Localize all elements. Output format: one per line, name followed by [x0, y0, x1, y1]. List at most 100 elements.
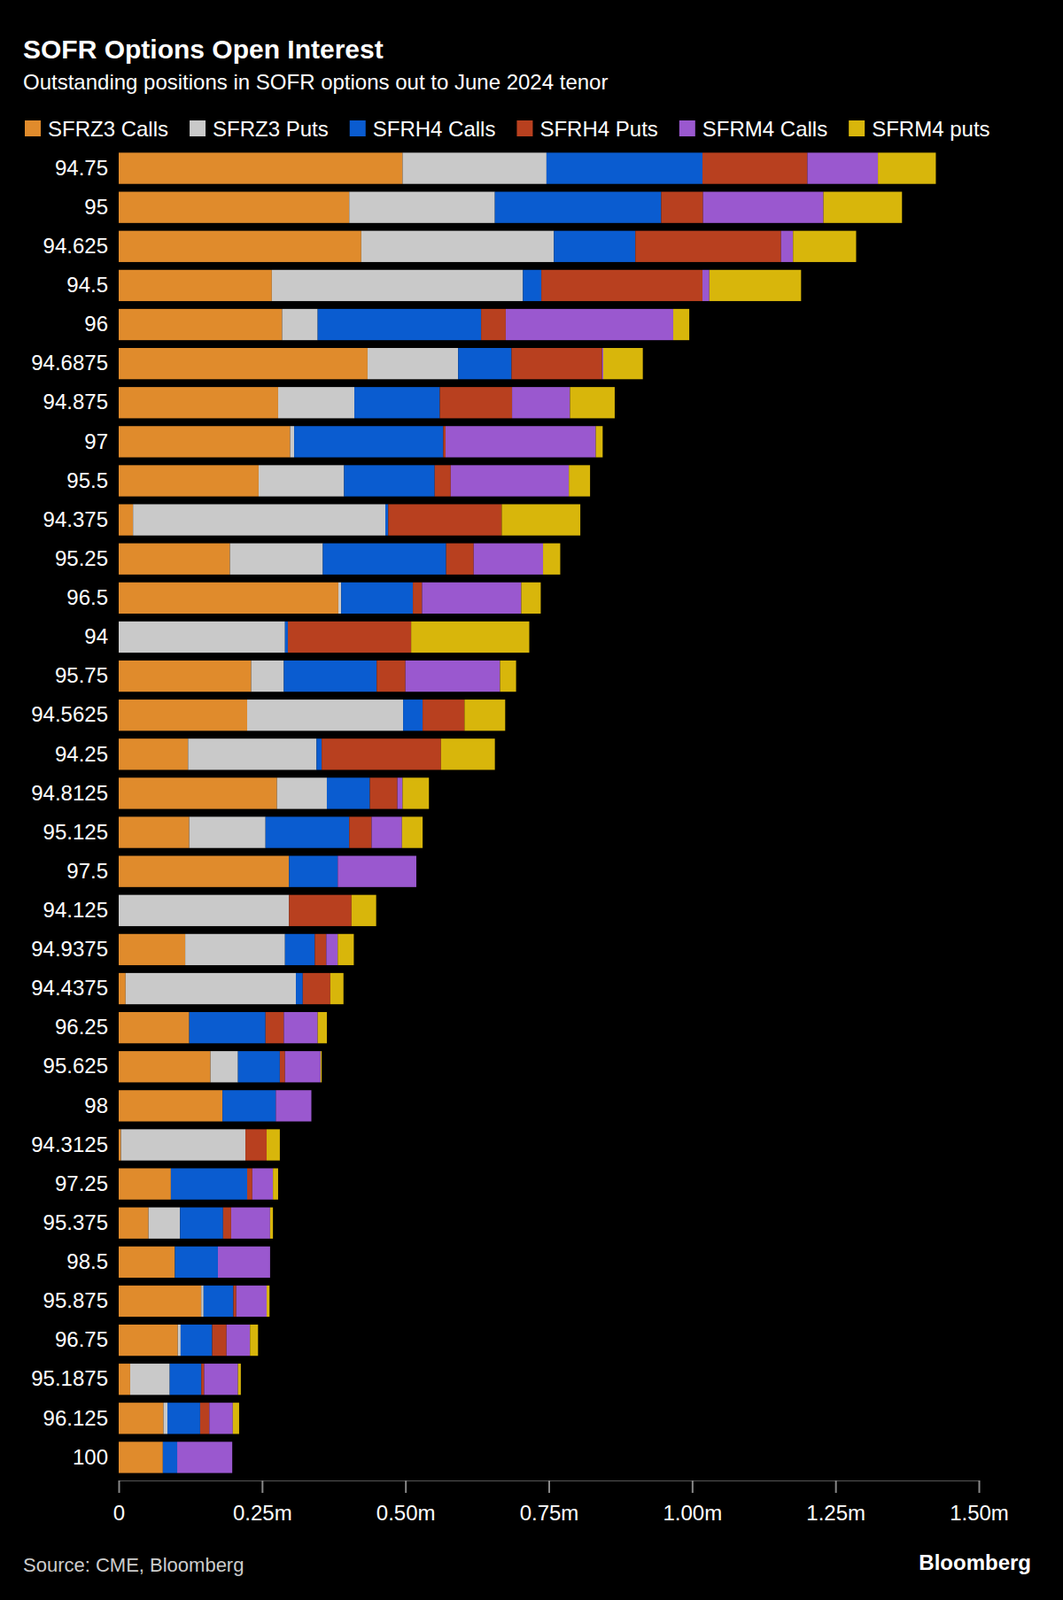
bar-segment: [118, 1364, 131, 1396]
bar-segment: [118, 1051, 211, 1083]
y-tick: 94.625: [43, 233, 109, 258]
bar-segment: [522, 270, 542, 302]
y-tick: 95.25: [54, 546, 109, 571]
bar-segment: [118, 621, 286, 653]
bar-segment: [200, 1403, 210, 1435]
bar-segment: [495, 192, 662, 224]
bar-segment: [118, 387, 279, 419]
bar-segment: [823, 192, 903, 224]
bar-segment: [118, 699, 248, 731]
y-tick-label: 95: [84, 194, 109, 219]
bar-segment: [318, 1012, 327, 1044]
bar-segment: [174, 1247, 218, 1279]
chart: SOFR Options Open InterestOutstanding po…: [0, 0, 1063, 1600]
bar-segment: [385, 504, 388, 536]
y-tick: 94.5625: [31, 702, 109, 727]
legend-item: SFRZ3 Puts: [189, 116, 329, 141]
y-tick: 100: [72, 1445, 109, 1470]
bar-segment: [441, 738, 496, 770]
bar-segment: [118, 777, 278, 809]
bar-segment: [541, 270, 703, 302]
bar-segment: [397, 777, 404, 809]
y-tick-label: 98: [84, 1094, 109, 1118]
bar-segment: [266, 1286, 270, 1318]
bar-segment: [568, 465, 590, 497]
bar-segment: [288, 856, 338, 888]
legend-label: SFRH4 Calls: [372, 116, 497, 141]
y-tick: 94.25: [54, 742, 109, 767]
bar-segment: [203, 1286, 234, 1318]
source: Source: CME, Bloomberg: [23, 1554, 244, 1577]
brand: Bloomberg: [918, 1551, 1032, 1576]
bar-segment: [236, 1286, 267, 1318]
legend-label: SFRM4 Calls: [702, 116, 828, 141]
bar-segment: [238, 1364, 241, 1396]
bar-segment: [118, 231, 362, 263]
bar-segment: [203, 1364, 238, 1396]
bar-segment: [118, 856, 289, 888]
y-tick: 98.5: [66, 1249, 109, 1274]
bar-segment: [178, 1325, 181, 1357]
bar-segment: [285, 621, 288, 653]
legend-item: SFRM4 puts: [848, 116, 990, 141]
bar-segment: [281, 309, 318, 341]
y-tick-label: 96.125: [43, 1406, 109, 1431]
y-tick: 94.3125: [31, 1132, 109, 1157]
bar-segment: [450, 465, 569, 497]
y-tick-label: 95.1875: [31, 1366, 109, 1391]
bar-segment: [442, 426, 446, 458]
bar-segment: [702, 152, 807, 184]
x-tick-label: 1.00m: [662, 1501, 722, 1526]
y-tick-label: 94.4375: [31, 976, 109, 1001]
bar-segment: [402, 777, 429, 809]
bar-segment: [290, 426, 295, 458]
y-tick: 94.6875: [31, 350, 109, 375]
y-tick: 94.75: [54, 155, 109, 180]
x-tick-mark: [835, 1481, 838, 1494]
x-tick: 0.75m: [519, 1481, 580, 1526]
bar-segment: [457, 348, 512, 380]
bar-segment: [343, 465, 435, 497]
bar-segment: [247, 699, 404, 731]
bar-segment: [330, 973, 344, 1005]
bar-segment: [170, 1364, 202, 1396]
bar-segment: [285, 1051, 321, 1083]
bar-segment: [185, 934, 286, 966]
bar-segment: [118, 973, 126, 1005]
bar-segment: [118, 1247, 175, 1279]
y-tick-label: 95.75: [54, 663, 109, 688]
bar-segment: [118, 543, 231, 575]
bar-segment: [387, 504, 502, 536]
y-tick-label: 96.25: [54, 1015, 109, 1040]
x-tick: 1.00m: [662, 1481, 722, 1526]
x-tick-mark: [978, 1481, 981, 1494]
bar-segment: [272, 1168, 279, 1200]
x-axis-line: [119, 1481, 980, 1495]
y-tick-label: 97.5: [66, 859, 109, 884]
bar-segment: [245, 1129, 267, 1161]
y-tick-label: 94.9375: [31, 937, 109, 962]
bar-segment: [288, 895, 352, 927]
legend-swatch: [349, 120, 366, 137]
y-tick-label: 94.5625: [31, 702, 109, 727]
x-axis: 00.25m0.50m0.75m1.00m1.25m1.50m: [113, 1481, 1009, 1526]
bar-segment: [238, 1051, 280, 1083]
y-tick-label: 94.6875: [31, 350, 109, 375]
bar-segment: [121, 1129, 246, 1161]
y-tick-label: 94.375: [43, 507, 109, 532]
bar-segment: [673, 309, 690, 341]
y-tick: 94.875: [43, 389, 109, 414]
y-tick-label: 98.5: [66, 1249, 109, 1274]
legend-label: SFRZ3 Puts: [212, 116, 329, 141]
bar-segment: [270, 1208, 273, 1240]
background: [0, 0, 1063, 1600]
y-tick: 96: [84, 311, 109, 336]
x-tick-mark: [548, 1481, 551, 1494]
bar-segment: [635, 231, 781, 263]
y-tick: 96.125: [43, 1406, 109, 1431]
bar-segment: [179, 1208, 224, 1240]
bar-segment: [118, 152, 403, 184]
bar-segment: [252, 1168, 273, 1200]
y-tick-label: 94: [84, 624, 109, 649]
bar-segment: [792, 231, 856, 263]
